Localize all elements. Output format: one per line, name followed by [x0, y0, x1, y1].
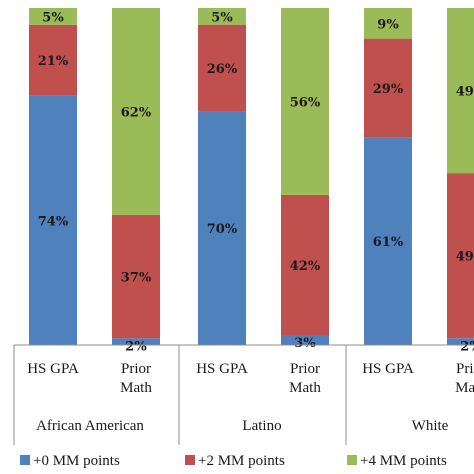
category-label: Prior [456, 361, 474, 377]
legend-item: +2 MM points [185, 453, 285, 469]
bar-segment-0-mm-points [29, 95, 77, 346]
legend-label: +2 MM points [198, 453, 285, 469]
bar-segment-4-mm-points [364, 8, 412, 39]
data-label: 62% [121, 105, 152, 120]
data-label: 49% [456, 85, 474, 100]
category-label: HS GPA [362, 361, 414, 377]
data-label: 49% [456, 250, 474, 265]
bar-segment-2-mm-points [447, 173, 474, 339]
legend-item: +0 MM points [20, 453, 120, 469]
bar-segment-4-mm-points [29, 8, 77, 25]
data-label: 29% [373, 82, 404, 97]
category-label: Prior [290, 361, 320, 377]
legend-swatch [185, 455, 195, 465]
bar-segment-4-mm-points [198, 8, 246, 25]
legend-label: +4 MM points [360, 453, 447, 469]
category-label: Math [289, 380, 321, 396]
legend-label: +0 MM points [33, 453, 120, 469]
bar-segment-0-mm-points [281, 334, 329, 345]
bar-segment-2-mm-points [198, 24, 246, 112]
category-label: HS GPA [27, 361, 79, 377]
data-label: 26% [207, 62, 238, 77]
category-label: Math [120, 380, 152, 396]
data-label: 74% [38, 214, 69, 229]
bar-segment-4-mm-points [281, 8, 329, 195]
legend-swatch [20, 455, 30, 465]
bar-segment-2-mm-points [29, 24, 77, 96]
data-label: 42% [290, 259, 321, 274]
data-label: 70% [207, 222, 238, 237]
bar-segment-4-mm-points [112, 8, 160, 215]
bar-segment-2-mm-points [364, 38, 412, 138]
bar-segment-0-mm-points [364, 137, 412, 345]
bar-segment-4-mm-points [447, 8, 474, 174]
bar-segment-0-mm-points [112, 338, 160, 345]
data-label: 21% [38, 54, 69, 69]
category-label: Prior [121, 361, 151, 377]
data-label: 61% [373, 235, 404, 250]
bar-segment-2-mm-points [281, 194, 329, 335]
group-label: Latino [242, 418, 281, 434]
data-label: 2% [460, 339, 474, 354]
data-label: 9% [377, 17, 399, 32]
data-label: 5% [211, 10, 233, 25]
data-label: 2% [125, 339, 147, 354]
legend-item: +4 MM points [347, 453, 447, 469]
data-label: 3% [294, 336, 316, 351]
data-label: 56% [290, 95, 321, 110]
legend-swatch [347, 455, 357, 465]
data-label: 37% [121, 271, 152, 286]
group-label: White [412, 418, 449, 434]
bar-segment-2-mm-points [112, 214, 160, 339]
bar-segment-0-mm-points [447, 338, 474, 345]
group-label: African American [36, 418, 144, 434]
category-label: HS GPA [196, 361, 248, 377]
category-label: Math [455, 380, 474, 396]
bar-segment-0-mm-points [198, 111, 246, 346]
data-label: 5% [42, 10, 64, 25]
